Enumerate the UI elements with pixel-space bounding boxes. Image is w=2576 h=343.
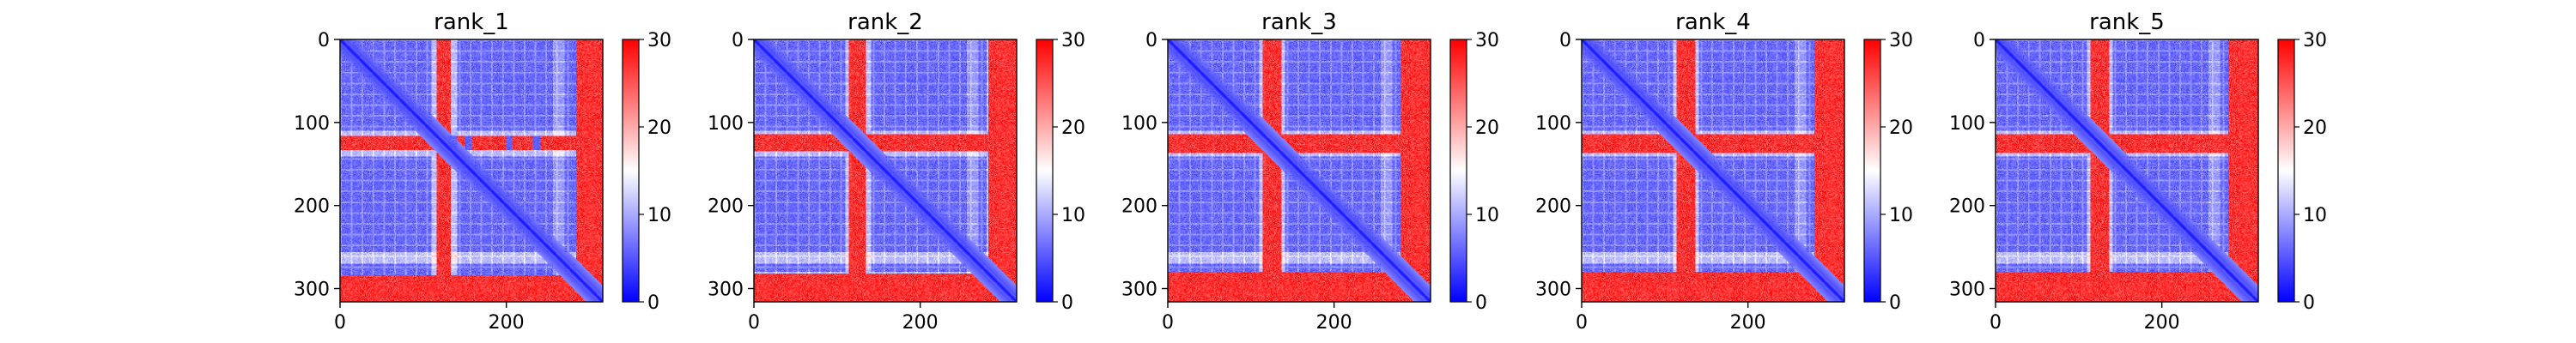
heatmap-image: [1582, 39, 1844, 302]
y-tick-label: 300: [1949, 280, 1985, 301]
panel-title: rank_1: [434, 9, 509, 35]
colorbar: [1036, 39, 1054, 303]
x-tick-label: 200: [489, 312, 525, 334]
colorbar-tick-label: 0: [1889, 292, 1901, 314]
heatmap-image: [1168, 39, 1431, 302]
axes-frame: [1581, 39, 1845, 303]
colorbar-tick-label: 10: [2303, 205, 2327, 226]
colorbar: [1863, 39, 1881, 303]
colorbar-tick-label: 20: [647, 117, 671, 139]
colorbar-tick-label: 30: [1889, 30, 1913, 51]
x-tick-label: 200: [1730, 312, 1766, 334]
panel-title: rank_4: [1675, 9, 1751, 35]
y-tick-label: 300: [1535, 280, 1571, 301]
colorbar-tick-label: 10: [1061, 205, 1085, 226]
y-tick-label: 0: [1559, 30, 1571, 51]
heatmap-image: [340, 39, 603, 302]
colorbar-tick-label: 10: [1475, 205, 1499, 226]
panel-title: rank_3: [1261, 9, 1337, 35]
heatmap-image: [754, 39, 1017, 302]
y-tick-label: 200: [1535, 196, 1571, 218]
y-tick-label: 200: [708, 196, 744, 218]
x-tick-label: 0: [334, 312, 346, 334]
y-tick-label: 0: [1973, 30, 1985, 51]
y-tick-label: 100: [1535, 113, 1571, 135]
x-tick-label: 0: [1576, 312, 1588, 334]
axes-frame: [1167, 39, 1431, 303]
colorbar-tick-label: 30: [1061, 30, 1085, 51]
y-tick-label: 0: [732, 30, 744, 51]
colorbar-tick-label: 30: [1475, 30, 1499, 51]
y-tick-label: 100: [708, 113, 744, 135]
colorbar: [2277, 39, 2295, 303]
y-tick-label: 200: [1949, 196, 1985, 218]
axes-frame: [339, 39, 604, 303]
panel-title: rank_2: [848, 9, 923, 35]
panel-title: rank_5: [2089, 9, 2165, 35]
y-tick-label: 100: [294, 113, 330, 135]
y-tick-label: 200: [1121, 196, 1157, 218]
colorbar-tick-label: 0: [1475, 292, 1487, 314]
y-tick-label: 100: [1949, 113, 1985, 135]
y-tick-label: 300: [708, 280, 744, 301]
y-tick-label: 0: [318, 30, 330, 51]
colorbar-tick-label: 20: [2303, 117, 2327, 139]
colorbar-tick-label: 10: [647, 205, 671, 226]
x-tick-label: 0: [1162, 312, 1174, 334]
colorbar-tick-label: 0: [647, 292, 659, 314]
colorbar-tick-label: 30: [2303, 30, 2327, 51]
colorbar: [1449, 39, 1467, 303]
y-tick-label: 0: [1145, 30, 1157, 51]
colorbar-tick-label: 0: [1061, 292, 1073, 314]
colorbar: [622, 39, 640, 303]
x-tick-label: 0: [1990, 312, 2002, 334]
colorbar-tick-label: 10: [1889, 205, 1913, 226]
axes-frame: [1995, 39, 2259, 303]
heatmap-image: [1996, 39, 2258, 302]
axes-frame: [753, 39, 1018, 303]
y-tick-label: 300: [1121, 280, 1157, 301]
colorbar-tick-label: 0: [2303, 292, 2315, 314]
y-tick-label: 200: [294, 196, 330, 218]
colorbar-tick-label: 20: [1889, 117, 1913, 139]
colorbar-tick-label: 20: [1061, 117, 1085, 139]
x-tick-label: 0: [748, 312, 760, 334]
colorbar-tick-label: 20: [1475, 117, 1499, 139]
x-tick-label: 200: [2144, 312, 2180, 334]
x-tick-label: 200: [902, 312, 939, 334]
x-tick-label: 200: [1316, 312, 1352, 334]
colorbar-tick-label: 30: [647, 30, 671, 51]
y-tick-label: 300: [294, 280, 330, 301]
y-tick-label: 100: [1121, 113, 1157, 135]
